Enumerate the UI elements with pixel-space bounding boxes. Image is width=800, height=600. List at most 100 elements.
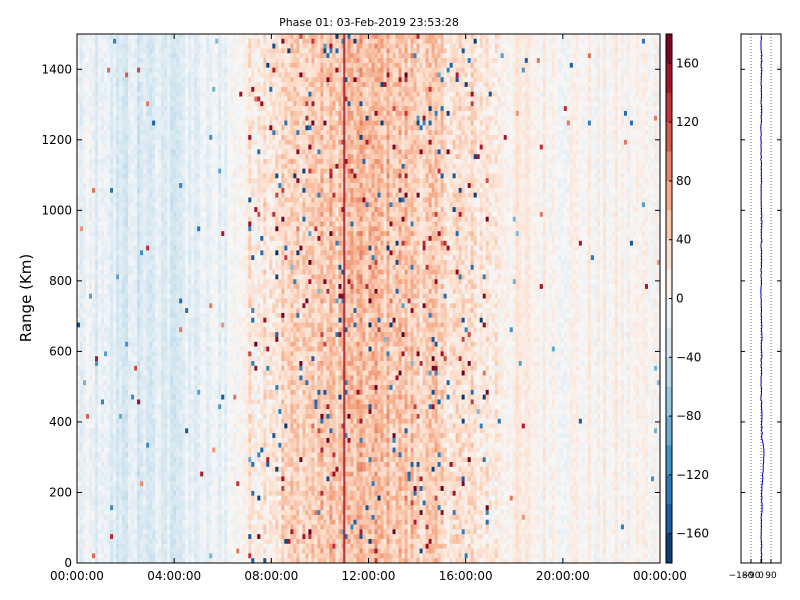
heatmap-cell [137,514,141,521]
heatmap-cell [77,154,81,160]
heatmap-cell [131,385,135,391]
heatmap-cell [197,428,201,434]
heatmap-cell [80,500,84,506]
heatmap-cell [179,428,183,434]
heatmap-cell [191,202,195,208]
heatmap-cell [179,476,183,482]
heatmap-cell [143,67,147,73]
heatmap-cell [134,245,138,251]
heatmap-cell [95,48,99,54]
heatmap-cell [212,110,216,117]
heatmap-cell [101,106,105,112]
heatmap-cell [83,187,87,193]
heatmap-cell [95,486,99,492]
heatmap-cell [113,346,117,352]
heatmap-cell [206,514,210,521]
heatmap-cell [101,394,105,400]
heatmap-cell [203,553,207,559]
heatmap-cell [152,514,156,521]
heatmap-cell [170,48,174,54]
heatmap-cell [104,476,108,482]
heatmap-cell [149,187,153,193]
heatmap-cell [185,341,189,347]
heatmap-cell [146,385,150,391]
heatmap-cell [134,235,138,242]
heatmap-cell [146,149,150,155]
heatmap-cell [128,433,132,439]
heatmap-cell [128,312,132,319]
heatmap-cell [83,519,87,525]
heatmap-cell [101,510,105,516]
heatmap-cell [131,279,135,285]
heatmap-cell [173,139,177,145]
heatmap-cell [125,67,129,73]
heatmap-cell [188,245,192,251]
heatmap-cell [116,442,120,448]
heatmap-cell [83,452,87,458]
heatmap-cell [203,72,207,78]
heatmap-cell [155,514,159,521]
heatmap-cell [176,110,180,117]
heatmap-cell [173,399,177,405]
heatmap-cell [173,361,177,367]
heatmap-cell [101,149,105,155]
heatmap-cell [173,495,177,501]
heatmap-cell [110,529,114,535]
heatmap-cell [101,524,105,530]
heatmap-cell [200,332,204,338]
heatmap-cell [80,385,84,391]
heatmap-cell [176,543,180,549]
heatmap-cell [158,375,162,381]
heatmap-cell [146,130,150,136]
heatmap-cell [116,394,120,400]
heatmap-cell [131,361,135,367]
heatmap-cell [179,317,183,323]
heatmap-cell [173,269,177,275]
heatmap-cell [137,462,141,468]
heatmap-cell [155,240,159,246]
heatmap-cell [107,216,111,222]
heatmap-cell [143,134,147,141]
heatmap-cell [194,394,198,400]
heatmap-cell [200,413,204,420]
heatmap-cell [203,322,207,328]
heatmap-cell [161,34,165,40]
heatmap-cell [110,235,114,242]
heatmap-cell [86,394,90,400]
heatmap-cell [152,534,156,540]
heatmap-cell [182,428,186,434]
heatmap-cell [170,245,174,251]
heatmap-cell [77,351,81,357]
heatmap-cell [122,48,126,54]
heatmap-cell [116,288,120,294]
heatmap-cell [188,442,192,448]
heatmap-cell [125,553,129,559]
heatmap-cell [98,134,102,141]
heatmap-cell [95,82,99,88]
heatmap-cell [203,284,207,290]
heatmap-cell [185,245,189,251]
heatmap-cell [110,476,114,482]
heatmap-cell [107,375,111,381]
heatmap-cell [86,312,90,319]
heatmap-cell [200,457,204,463]
heatmap-cell [83,120,87,126]
heatmap-cell [179,106,183,112]
heatmap-cell [152,351,156,357]
heatmap-cell [92,255,96,261]
heatmap-cell [170,308,174,314]
heatmap-cell [164,72,168,78]
heatmap-cell [182,187,186,193]
heatmap-cell [200,558,204,563]
heatmap-cell [122,558,126,563]
heatmap-cell [83,183,87,189]
heatmap-cell [176,288,180,294]
heatmap-cell [110,418,114,424]
heatmap-cell [155,471,159,477]
heatmap-cell [200,284,204,290]
heatmap-cell [206,255,210,261]
heatmap-cell [119,385,123,391]
heatmap-cell [134,231,138,237]
heatmap-cell [161,486,165,492]
heatmap-cell [146,293,150,299]
